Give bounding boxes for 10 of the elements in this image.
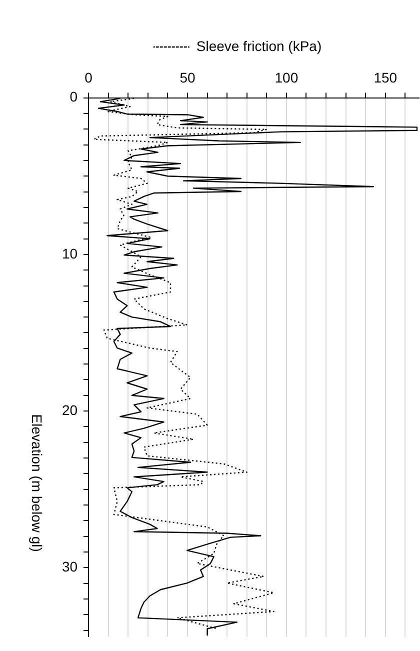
x-tick-label: 50 [180,69,196,86]
y-tick-label: 10 [62,245,78,262]
y-axis-title: Elevation (m below gl) [29,414,46,552]
legend-label: Sleeve friction (kPa) [196,38,322,54]
x-tick-label: 150 [374,69,398,86]
y-tick-label: 30 [62,558,78,575]
y-tick-label: 0 [70,88,78,105]
x-tick-label: 0 [84,69,93,86]
y-tick-label: 20 [62,402,78,418]
x-tick-label: 100 [274,69,298,86]
